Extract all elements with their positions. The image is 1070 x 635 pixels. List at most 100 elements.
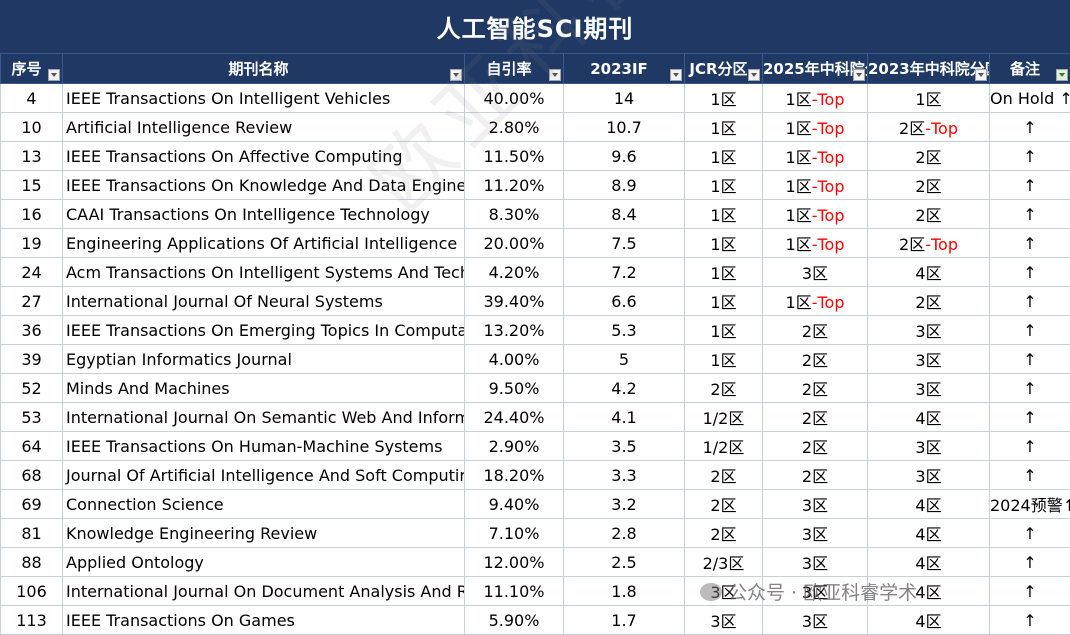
cell-index[interactable]: 68 [1, 461, 63, 490]
cell-impact-factor[interactable]: 1.7 [564, 606, 685, 635]
cell-index[interactable]: 19 [1, 229, 63, 258]
column-header-impact-factor[interactable]: 2023IF [564, 54, 685, 84]
cell-note[interactable]: ↑ [990, 200, 1070, 229]
cell-self-citation[interactable]: 4.20% [465, 258, 564, 287]
cell-self-citation[interactable]: 11.50% [465, 142, 564, 171]
cell-note[interactable]: 2024预警↑ [990, 490, 1070, 519]
cell-self-citation[interactable]: 9.40% [465, 490, 564, 519]
cell-self-citation[interactable]: 2.80% [465, 113, 564, 142]
cell-note[interactable]: ↑ [990, 229, 1070, 258]
cell-jcr[interactable]: 3区 [685, 577, 763, 606]
cell-cas-2023[interactable]: 4区 [868, 577, 990, 606]
cell-jcr[interactable]: 1区 [685, 113, 763, 142]
cell-note[interactable]: ↑ [990, 142, 1070, 171]
cell-cas-2023[interactable]: 2区 [868, 142, 990, 171]
cell-journal-name[interactable]: Acm Transactions On Intelligent Systems … [63, 258, 465, 287]
cell-self-citation[interactable]: 8.30% [465, 200, 564, 229]
cell-journal-name[interactable]: Egyptian Informatics Journal [63, 345, 465, 374]
cell-note[interactable]: ↑ [990, 519, 1070, 548]
cell-self-citation[interactable]: 7.10% [465, 519, 564, 548]
cell-cas-2025[interactable]: 3区 [763, 490, 868, 519]
cell-journal-name[interactable]: Journal Of Artificial Intelligence And S… [63, 461, 465, 490]
cell-cas-2025[interactable]: 2区 [763, 403, 868, 432]
filter-dropdown-icon[interactable] [975, 69, 987, 81]
cell-index[interactable]: 113 [1, 606, 63, 635]
cell-jcr[interactable]: 1区 [685, 287, 763, 316]
cell-journal-name[interactable]: Knowledge Engineering Review [63, 519, 465, 548]
cell-self-citation[interactable]: 11.10% [465, 577, 564, 606]
cell-jcr[interactable]: 1区 [685, 200, 763, 229]
cell-jcr[interactable]: 2区 [685, 519, 763, 548]
cell-cas-2025[interactable]: 2区 [763, 374, 868, 403]
cell-cas-2025[interactable]: 2区 [763, 316, 868, 345]
cell-self-citation[interactable]: 20.00% [465, 229, 564, 258]
cell-note[interactable]: ↑ [990, 345, 1070, 374]
cell-index[interactable]: 10 [1, 113, 63, 142]
cell-impact-factor[interactable]: 4.1 [564, 403, 685, 432]
cell-index[interactable]: 53 [1, 403, 63, 432]
cell-journal-name[interactable]: IEEE Transactions On Knowledge And Data … [63, 171, 465, 200]
cell-jcr[interactable]: 1区 [685, 258, 763, 287]
cell-jcr[interactable]: 1区 [685, 229, 763, 258]
cell-jcr[interactable]: 2区 [685, 461, 763, 490]
cell-journal-name[interactable]: IEEE Transactions On Intelligent Vehicle… [63, 84, 465, 113]
cell-journal-name[interactable]: IEEE Transactions On Affective Computing [63, 142, 465, 171]
cell-cas-2023[interactable]: 4区 [868, 403, 990, 432]
cell-journal-name[interactable]: Minds And Machines [63, 374, 465, 403]
cell-cas-2025[interactable]: 1区-Top [763, 113, 868, 142]
cell-cas-2025[interactable]: 1区-Top [763, 84, 868, 113]
cell-impact-factor[interactable]: 4.2 [564, 374, 685, 403]
cell-cas-2023[interactable]: 4区 [868, 606, 990, 635]
cell-index[interactable]: 4 [1, 84, 63, 113]
cell-self-citation[interactable]: 24.40% [465, 403, 564, 432]
cell-self-citation[interactable]: 18.20% [465, 461, 564, 490]
cell-impact-factor[interactable]: 6.6 [564, 287, 685, 316]
cell-impact-factor[interactable]: 8.9 [564, 171, 685, 200]
column-header-self-citation[interactable]: 自引率 [465, 54, 564, 84]
cell-cas-2023[interactable]: 2区 [868, 200, 990, 229]
cell-note[interactable]: ↑ [990, 316, 1070, 345]
column-header-cas-2025[interactable]: 2025年中科院分 [763, 54, 868, 84]
filter-dropdown-icon[interactable] [450, 69, 462, 81]
cell-journal-name[interactable]: International Journal Of Neural Systems [63, 287, 465, 316]
column-header-note[interactable]: 备注 [990, 54, 1070, 84]
cell-jcr[interactable]: 3区 [685, 606, 763, 635]
cell-index[interactable]: 24 [1, 258, 63, 287]
cell-impact-factor[interactable]: 5 [564, 345, 685, 374]
cell-index[interactable]: 27 [1, 287, 63, 316]
cell-cas-2023[interactable]: 4区 [868, 258, 990, 287]
cell-impact-factor[interactable]: 3.5 [564, 432, 685, 461]
cell-cas-2023[interactable]: 2区-Top [868, 229, 990, 258]
filter-dropdown-icon[interactable] [549, 69, 561, 81]
cell-self-citation[interactable]: 13.20% [465, 316, 564, 345]
cell-jcr[interactable]: 1/2区 [685, 403, 763, 432]
cell-note[interactable]: ↑ [990, 258, 1070, 287]
cell-index[interactable]: 15 [1, 171, 63, 200]
cell-cas-2025[interactable]: 3区 [763, 548, 868, 577]
cell-note[interactable]: ↑ [990, 606, 1070, 635]
cell-jcr[interactable]: 2区 [685, 374, 763, 403]
cell-impact-factor[interactable]: 14 [564, 84, 685, 113]
cell-jcr[interactable]: 1区 [685, 84, 763, 113]
cell-cas-2025[interactable]: 1区-Top [763, 171, 868, 200]
cell-impact-factor[interactable]: 2.5 [564, 548, 685, 577]
cell-impact-factor[interactable]: 2.8 [564, 519, 685, 548]
cell-cas-2025[interactable]: 3区 [763, 606, 868, 635]
cell-impact-factor[interactable]: 10.7 [564, 113, 685, 142]
cell-note[interactable]: ↑ [990, 403, 1070, 432]
cell-cas-2025[interactable]: 3区 [763, 577, 868, 606]
cell-cas-2025[interactable]: 3区 [763, 519, 868, 548]
cell-cas-2023[interactable]: 4区 [868, 490, 990, 519]
cell-jcr[interactable]: 2/3区 [685, 548, 763, 577]
cell-cas-2023[interactable]: 2区 [868, 171, 990, 200]
cell-cas-2023[interactable]: 3区 [868, 316, 990, 345]
cell-jcr[interactable]: 1/2区 [685, 432, 763, 461]
cell-impact-factor[interactable]: 7.5 [564, 229, 685, 258]
cell-index[interactable]: 36 [1, 316, 63, 345]
cell-cas-2025[interactable]: 2区 [763, 345, 868, 374]
cell-journal-name[interactable]: IEEE Transactions On Games [63, 606, 465, 635]
cell-impact-factor[interactable]: 7.2 [564, 258, 685, 287]
cell-cas-2023[interactable]: 2区-Top [868, 113, 990, 142]
cell-cas-2023[interactable]: 4区 [868, 519, 990, 548]
cell-cas-2023[interactable]: 1区 [868, 84, 990, 113]
